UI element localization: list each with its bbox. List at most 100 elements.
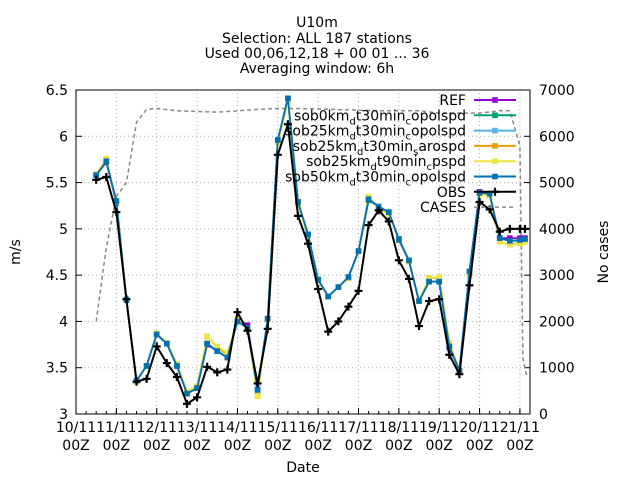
data-point [285, 95, 291, 102]
data-point [253, 379, 262, 388]
data-point [204, 333, 210, 340]
data-point [325, 293, 332, 300]
legend-marker [492, 173, 498, 180]
x-tick-label-date: 11/11 [96, 420, 136, 436]
x-tick-label-date: 14/11 [217, 420, 257, 436]
data-point [304, 239, 313, 248]
data-point [214, 348, 221, 354]
y-tick-label: 6.5 [46, 83, 68, 99]
y-tick-label: 5.5 [46, 176, 68, 192]
data-point [254, 393, 261, 400]
legend-entry: sob50kmd​t30minc​opolspd [285, 170, 516, 189]
x-tick-label-date: 17/11 [338, 420, 378, 436]
data-point [274, 137, 281, 143]
data-point [446, 343, 453, 350]
data-point [425, 297, 434, 306]
y-tick-label: 4 [59, 314, 68, 330]
x-tick-label-date: 10/11 [56, 420, 96, 436]
y-tick-label: 3.5 [46, 361, 68, 377]
legend-entry: sob25kmd​t90minc​pspd [306, 154, 516, 173]
y2-tick-label: 5000 [539, 176, 575, 192]
legend-entry: OBS [437, 185, 516, 201]
legend-entry: REF [439, 93, 516, 109]
x-tick-label-hour: 00Z [103, 438, 130, 454]
data-point [507, 241, 513, 248]
legend-entry: sob25kmd​t30mins​arospd [293, 139, 516, 158]
legend-entry: CASES [420, 200, 516, 216]
data-point [495, 227, 504, 236]
data-point [355, 248, 362, 254]
plot-border [75, 89, 531, 415]
x-tick-label-hour: 00Z [345, 438, 372, 454]
data-point [354, 286, 363, 295]
data-point [184, 390, 190, 397]
data-point [224, 350, 231, 356]
data-point [174, 363, 180, 369]
data-point [517, 240, 523, 247]
data-point [345, 274, 352, 280]
data-point [182, 399, 191, 408]
data-point [314, 285, 323, 294]
legend-marker [492, 127, 498, 134]
x-tick-label-date: 21/11 [500, 420, 540, 436]
data-point [254, 387, 261, 393]
data-point [466, 268, 473, 275]
legend-label: sob25kmd​t90minc​pspd [306, 154, 466, 173]
chart-subtitle-3: Averaging window: 6h [240, 61, 394, 77]
data-point [162, 359, 171, 368]
legend-label: sob25kmd​t30minc​opolspd [285, 124, 466, 143]
data-point [436, 274, 442, 280]
data-point [396, 236, 402, 242]
legend-label: OBS [437, 185, 466, 201]
legend-entry: sob25kmd​t30minc​opolspd [285, 124, 516, 143]
data-point [113, 198, 120, 204]
data-point [364, 221, 373, 230]
data-point [164, 340, 170, 347]
data-point [142, 374, 151, 383]
series-line [95, 123, 525, 406]
data-point [475, 198, 484, 207]
x-tick-label-date: 19/11 [419, 420, 459, 436]
data-point [153, 331, 160, 338]
data-point [385, 209, 392, 215]
y2-tick-label: 2000 [539, 314, 575, 330]
data-point [223, 365, 232, 374]
chart-title-block: U10m Selection: ALL 187 stations Used 00… [205, 15, 430, 77]
series-6 [92, 120, 529, 408]
legend-marker [492, 158, 498, 164]
data-point [435, 295, 444, 304]
data-point [415, 322, 424, 331]
y2-tick-label: 6000 [539, 129, 575, 145]
legend-marker [492, 97, 498, 103]
data-point [404, 274, 413, 283]
data-point [335, 284, 342, 290]
data-point [273, 150, 282, 159]
data-point [445, 350, 454, 359]
data-point [293, 211, 302, 220]
data-point [224, 354, 231, 361]
data-point [214, 343, 221, 350]
legend-label: CASES [420, 200, 466, 216]
data-point [324, 327, 333, 336]
data-point [263, 324, 272, 333]
data-point [344, 302, 353, 311]
data-point [143, 363, 150, 369]
data-point [172, 372, 181, 381]
legend-label: REF [439, 93, 466, 109]
x-tick-label-hour: 00Z [385, 438, 412, 454]
y-tick-label: 5 [59, 222, 68, 238]
data-point [204, 340, 210, 347]
x-tick-label-date: 15/11 [258, 420, 298, 436]
data-point [365, 196, 372, 203]
legend-label: sob50kmd​t30minc​opolspd [285, 170, 466, 189]
y2-tick-label: 3000 [539, 268, 575, 284]
x-tick-label-hour: 00Z [62, 438, 89, 454]
x-tick-label-date: 18/11 [379, 420, 419, 436]
series-line-cases [95, 107, 528, 378]
y-tick-label: 3 [59, 407, 68, 423]
y2-tick-label: 4000 [539, 222, 575, 238]
data-point [426, 275, 432, 281]
data-point [426, 278, 432, 285]
legend-marker [492, 143, 498, 149]
